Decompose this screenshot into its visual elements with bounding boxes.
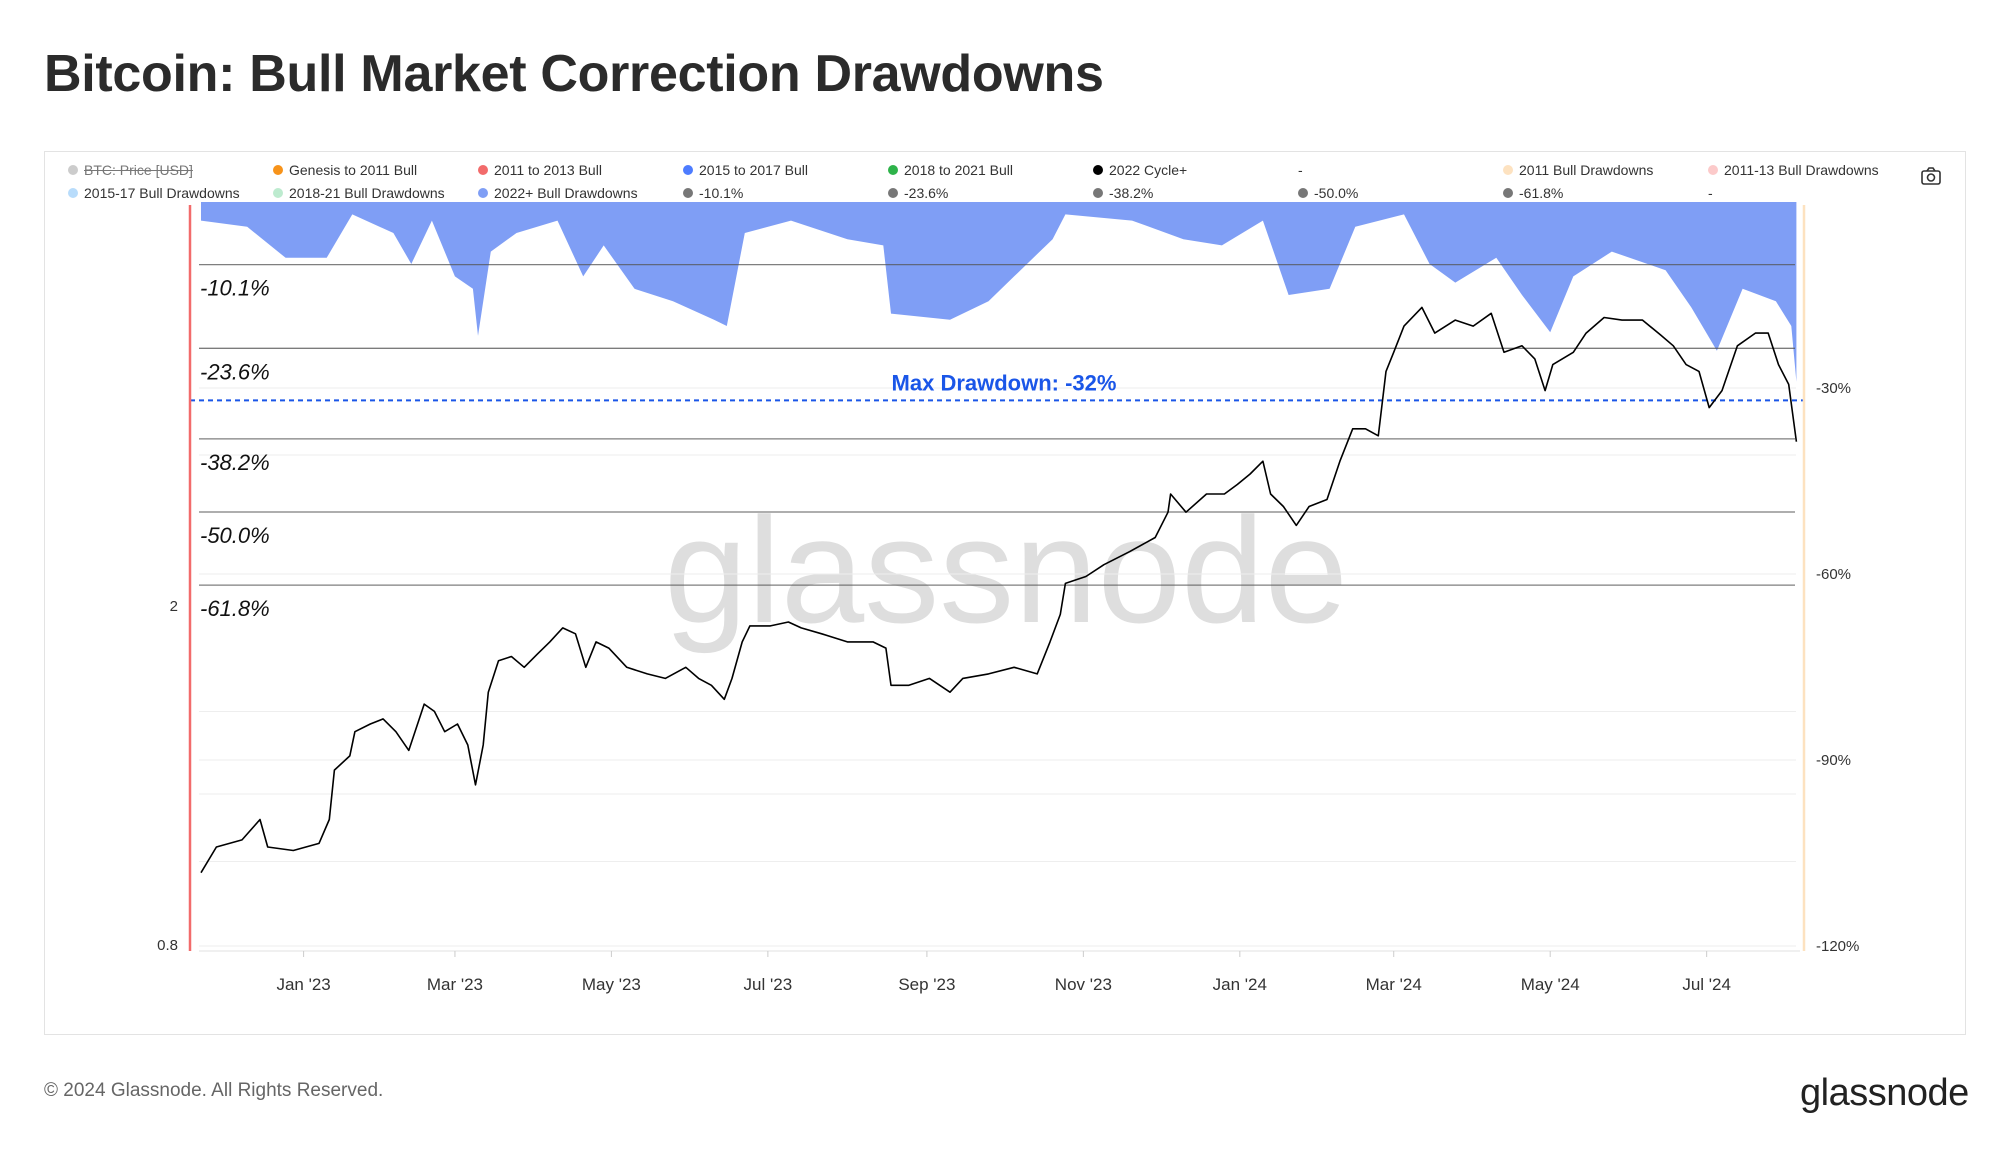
page-title: Bitcoin: Bull Market Correction Drawdown… — [44, 45, 1104, 103]
y-right-tick-label: -60% — [1816, 566, 1851, 583]
legend-item[interactable]: Genesis to 2011 Bull — [273, 162, 417, 178]
legend-dot-icon — [478, 188, 488, 198]
legend-label: -10.1% — [699, 185, 744, 201]
x-tick-label: May '24 — [1521, 975, 1580, 994]
drawdown-area — [201, 202, 1797, 382]
legend-item[interactable]: -50.0% — [1298, 185, 1358, 201]
x-tick-label: Nov '23 — [1055, 975, 1112, 994]
legend-item[interactable]: -23.6% — [888, 185, 948, 201]
legend-label: 2011 to 2013 Bull — [494, 162, 602, 178]
legend-item[interactable]: BTC: Price [USD] — [68, 162, 193, 178]
x-tick-label: Jan '24 — [1213, 975, 1267, 994]
fib-level-label: -61.8% — [200, 596, 270, 621]
legend-label: 2015-17 Bull Drawdowns — [84, 185, 240, 201]
watermark: glassnode — [664, 486, 1348, 654]
legend-item[interactable]: 2011 to 2013 Bull — [478, 162, 602, 178]
legend-item[interactable]: 2011 Bull Drawdowns — [1503, 162, 1653, 178]
legend-item[interactable]: - — [1298, 162, 1303, 178]
legend-label: Genesis to 2011 Bull — [289, 162, 418, 178]
legend-label: 2011-13 Bull Drawdowns — [1724, 162, 1879, 178]
legend-item[interactable]: 2011-13 Bull Drawdowns — [1708, 162, 1879, 178]
legend-label: 2011 Bull Drawdowns — [1519, 162, 1654, 178]
legend-label: -38.2% — [1109, 185, 1154, 201]
legend-item[interactable]: - — [1708, 185, 1713, 201]
x-tick-label: Jul '23 — [744, 975, 793, 994]
legend-label: 2015 to 2017 Bull — [699, 162, 808, 178]
y-right-tick-label: -120% — [1816, 938, 1859, 955]
legend-dot-icon — [1503, 188, 1513, 198]
legend-label: -23.6% — [904, 185, 949, 201]
legend-dot-icon — [273, 188, 283, 198]
legend-label: 2018 to 2021 Bull — [904, 162, 1013, 178]
legend-label: - — [1298, 162, 1303, 178]
glassnode-logo[interactable]: glassnode — [1800, 1072, 1969, 1114]
legend-item[interactable]: -61.8% — [1503, 185, 1563, 201]
legend-label: - — [1708, 185, 1713, 201]
legend-label: 2018-21 Bull Drawdowns — [289, 185, 445, 201]
x-tick-label: Sep '23 — [898, 975, 955, 994]
legend-label: -50.0% — [1314, 185, 1359, 201]
max-drawdown-label: Max Drawdown: -32% — [892, 370, 1117, 395]
fib-level-label: -10.1% — [200, 276, 270, 301]
x-tick-label: Mar '23 — [427, 975, 483, 994]
x-tick-label: Mar '24 — [1366, 975, 1422, 994]
y-left-tick-label: 0.8 — [157, 937, 178, 954]
fib-level-label: -50.0% — [200, 523, 270, 548]
legend-item[interactable]: 2018 to 2021 Bull — [888, 162, 1013, 178]
legend-label: 2022+ Bull Drawdowns — [494, 185, 638, 201]
legend-item[interactable]: 2022 Cycle+ — [1093, 162, 1187, 178]
price-line — [200, 306, 1798, 874]
legend-dot-icon — [1298, 188, 1308, 198]
legend-dot-icon — [1093, 188, 1103, 198]
legend-dot-icon — [273, 165, 283, 175]
x-tick-label: May '23 — [582, 975, 641, 994]
legend-item[interactable]: -38.2% — [1093, 185, 1153, 201]
legend-item[interactable]: -10.1% — [683, 185, 743, 201]
x-tick-label: Jan '23 — [276, 975, 330, 994]
legend-dot-icon — [888, 188, 898, 198]
legend-dot-icon — [1503, 165, 1513, 175]
legend-dot-icon — [68, 165, 78, 175]
copyright-footer: © 2024 Glassnode. All Rights Reserved. — [44, 1080, 384, 1101]
fib-level-label: -23.6% — [200, 359, 270, 384]
y-right-tick-label: -90% — [1816, 752, 1851, 769]
legend-item[interactable]: 2015 to 2017 Bull — [683, 162, 808, 178]
camera-icon[interactable] — [1920, 166, 1942, 186]
legend-dot-icon — [888, 165, 898, 175]
legend-dot-icon — [1708, 165, 1718, 175]
legend-item[interactable]: 2015-17 Bull Drawdowns — [68, 185, 240, 201]
legend-dot-icon — [683, 188, 693, 198]
y-right-tick-label: -30% — [1816, 380, 1851, 397]
legend-item[interactable]: 2022+ Bull Drawdowns — [478, 185, 638, 201]
legend-dot-icon — [683, 165, 693, 175]
legend-label: -61.8% — [1519, 185, 1564, 201]
chart-frame — [44, 151, 1966, 1035]
legend-dot-icon — [1093, 165, 1103, 175]
legend-dot-icon — [68, 188, 78, 198]
legend-item[interactable]: 2018-21 Bull Drawdowns — [273, 185, 445, 201]
x-tick-label: Jul '24 — [1682, 975, 1731, 994]
legend-label: BTC: Price [USD] — [84, 162, 193, 178]
legend-label: 2022 Cycle+ — [1109, 162, 1188, 178]
legend-dot-icon — [478, 165, 488, 175]
fib-level-label: -38.2% — [200, 450, 270, 475]
y-left-tick-label: 2 — [170, 598, 178, 615]
